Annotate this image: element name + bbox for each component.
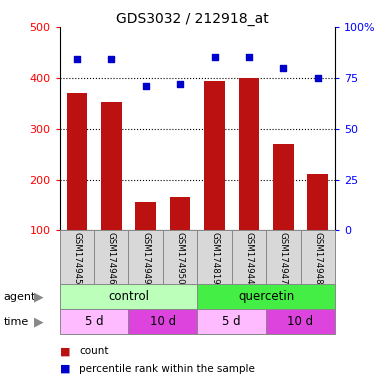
Text: GSM174946: GSM174946 (107, 232, 116, 285)
Text: 10 d: 10 d (150, 315, 176, 328)
Text: GSM174949: GSM174949 (141, 232, 150, 285)
Text: GSM174945: GSM174945 (72, 232, 81, 285)
Bar (301, 230, 335, 284)
Text: GDS3032 / 212918_at: GDS3032 / 212918_at (116, 12, 269, 25)
Text: ▶: ▶ (34, 315, 43, 328)
Text: GSM174947: GSM174947 (279, 232, 288, 285)
Text: GSM174950: GSM174950 (176, 232, 185, 285)
Bar (163, 230, 197, 284)
Bar (60, 284, 197, 309)
Point (108, 56, 114, 63)
Text: agent: agent (4, 291, 36, 302)
Point (74, 56, 80, 63)
Text: GSM174819: GSM174819 (210, 232, 219, 285)
Point (315, 74, 321, 81)
Point (177, 81, 183, 87)
Text: 5 d: 5 d (223, 315, 241, 328)
Text: control: control (108, 290, 149, 303)
Bar (273, 144, 294, 230)
Text: count: count (79, 346, 109, 356)
Bar (266, 309, 335, 334)
Bar (197, 284, 335, 309)
Bar (60, 309, 129, 334)
Text: GSM174944: GSM174944 (244, 232, 253, 285)
Bar (101, 102, 122, 230)
Bar (307, 174, 328, 230)
Bar (170, 197, 191, 230)
Text: ■: ■ (60, 346, 70, 356)
Point (211, 55, 218, 61)
Bar (136, 202, 156, 230)
Text: 5 d: 5 d (85, 315, 104, 328)
Text: percentile rank within the sample: percentile rank within the sample (79, 364, 255, 374)
Bar (129, 230, 163, 284)
Text: time: time (4, 316, 29, 327)
Text: GSM174948: GSM174948 (313, 232, 322, 285)
Bar (67, 93, 87, 230)
Bar (60, 230, 94, 284)
Text: ▶: ▶ (34, 290, 43, 303)
Bar (197, 309, 266, 334)
Point (142, 83, 149, 89)
Point (280, 65, 286, 71)
Bar (266, 230, 301, 284)
Bar (239, 78, 259, 230)
Bar (94, 230, 129, 284)
Text: 10 d: 10 d (288, 315, 314, 328)
Bar (197, 230, 232, 284)
Text: ■: ■ (60, 364, 70, 374)
Point (246, 55, 252, 61)
Text: quercetin: quercetin (238, 290, 294, 303)
Bar (129, 309, 197, 334)
Bar (204, 81, 225, 230)
Bar (232, 230, 266, 284)
